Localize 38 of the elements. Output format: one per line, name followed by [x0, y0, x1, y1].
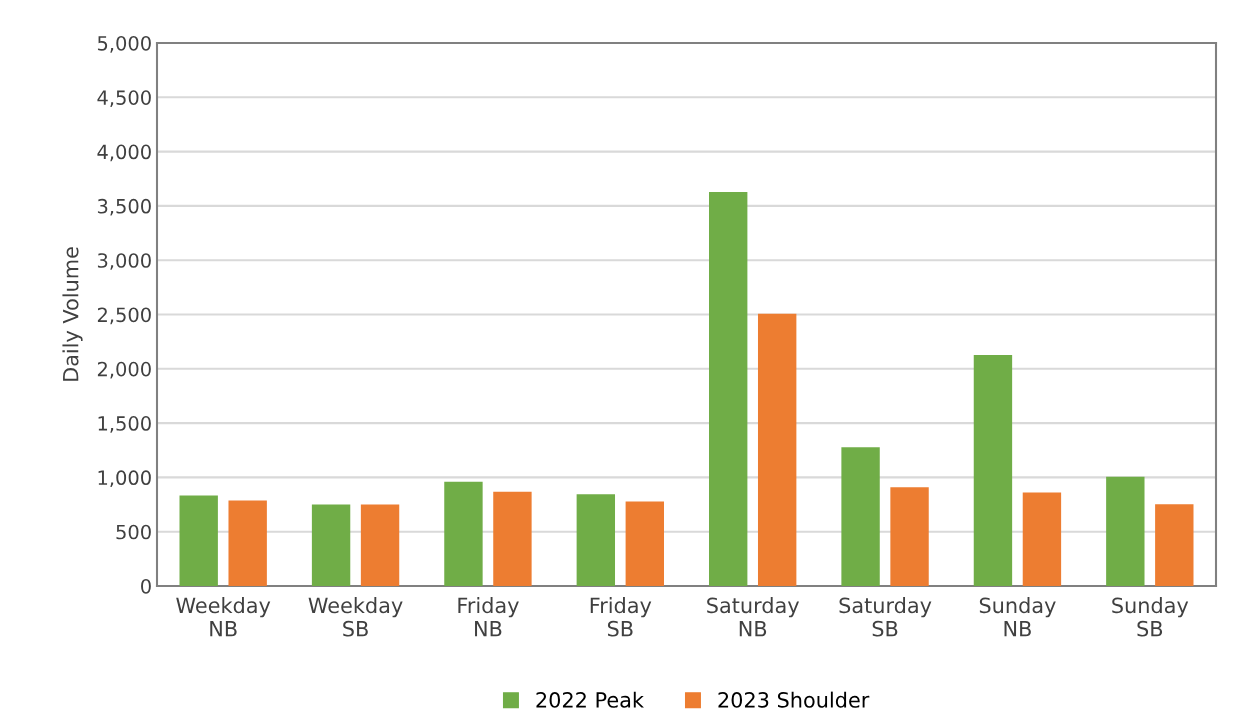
- y-tick-label: 1,000: [98, 470, 151, 488]
- x-tick-label: Weekday SB: [308, 597, 403, 637]
- x-tick-label: Sunday SB: [1112, 597, 1189, 637]
- y-tick-label: 2,000: [97, 361, 151, 379]
- bar: [444, 481, 483, 586]
- y-tick-label: 5,000: [97, 35, 151, 53]
- bar: [576, 494, 616, 586]
- bar: [1022, 492, 1062, 586]
- x-tick-label: Weekday NB: [176, 597, 271, 637]
- y-tick-label: 3,500: [97, 198, 151, 216]
- legend-label: 2022 Peak: [536, 691, 644, 708]
- y-tick-label: 4,000: [97, 144, 151, 162]
- bar: [493, 491, 532, 586]
- y-tick-label: 3,000: [97, 253, 151, 270]
- y-axis-title: Daily Volume: [62, 247, 83, 381]
- y-tick-label: 4,500: [97, 90, 151, 107]
- bar: [179, 495, 218, 586]
- bar: [228, 500, 267, 586]
- bar: [757, 313, 797, 586]
- bar: [1155, 504, 1194, 586]
- y-tick-label: 2,500: [97, 307, 151, 325]
- x-tick-label: Sunday NB: [979, 597, 1056, 637]
- bar: [709, 192, 748, 586]
- bar: [973, 355, 1013, 586]
- legend-label: 2023 Shoulder: [718, 691, 870, 708]
- bar: [841, 447, 880, 586]
- x-tick-label: Friday NB: [458, 597, 519, 637]
- x-tick-label: Saturday SB: [839, 597, 932, 637]
- bar: [311, 504, 351, 586]
- x-tick-label: Friday SB: [590, 597, 652, 637]
- bar: [890, 487, 929, 586]
- bar: [625, 501, 664, 586]
- y-tick-label: 500: [116, 524, 151, 540]
- y-tick-label: 0: [141, 578, 151, 594]
- bar: [360, 504, 400, 586]
- bar: [1106, 476, 1145, 586]
- x-tick-label: Saturday NB: [707, 597, 800, 637]
- y-tick-label: 1,500: [98, 416, 151, 433]
